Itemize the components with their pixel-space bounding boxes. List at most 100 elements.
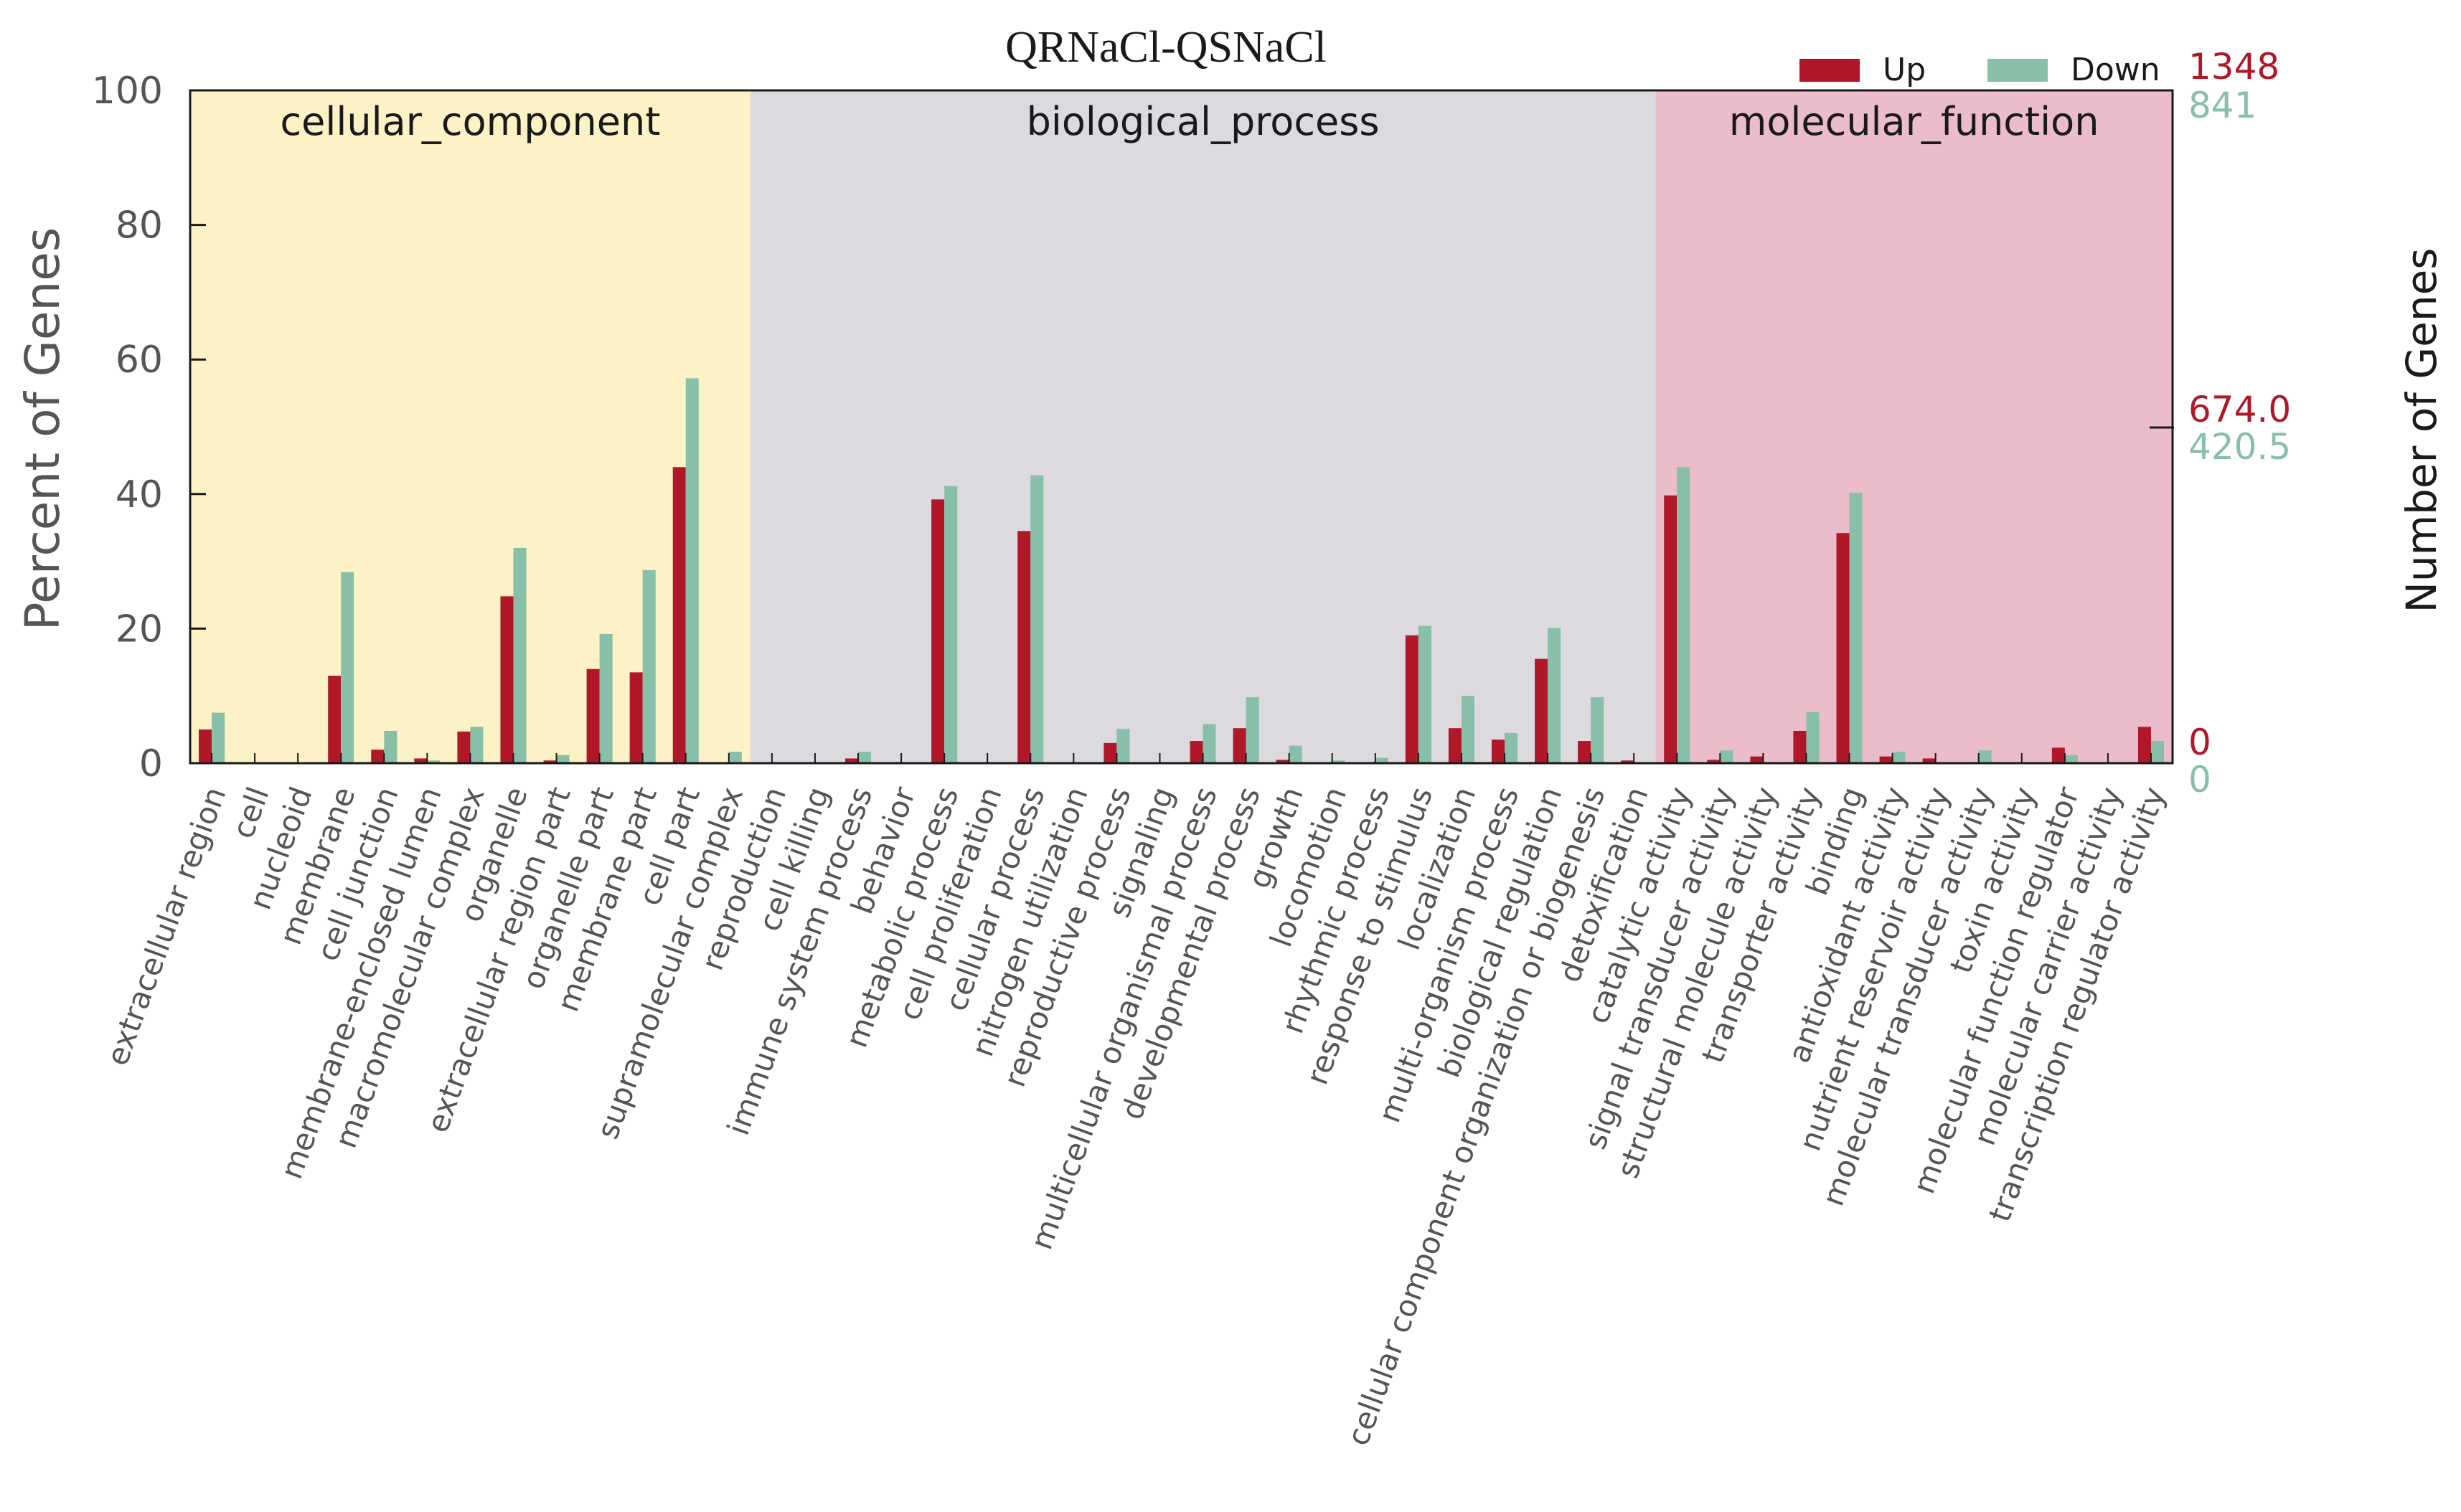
y-tick-label: 60 xyxy=(116,339,163,382)
group-bg-molecular-function xyxy=(1655,90,2173,763)
right-axis-down-mid: 420.5 xyxy=(2188,426,2291,468)
bar-up xyxy=(414,758,428,763)
bar-down xyxy=(1203,724,1216,763)
group-label-molecular-function: molecular_function xyxy=(1729,99,2099,144)
bar-up xyxy=(1535,658,1548,763)
bar-down xyxy=(1504,732,1518,763)
bar-down xyxy=(556,755,570,763)
bar-down xyxy=(858,752,872,763)
bar-up xyxy=(586,668,600,763)
bar-up xyxy=(672,467,686,763)
bar-up xyxy=(2137,727,2151,763)
y-tick-label: 100 xyxy=(92,70,163,113)
bar-up xyxy=(1922,758,1936,763)
bar-up xyxy=(1190,741,1203,763)
bar-down xyxy=(1030,475,1044,763)
bar-down xyxy=(1246,697,1259,763)
bar-up xyxy=(328,676,342,763)
bar-down xyxy=(513,547,527,763)
chart-title: QRNaCl-QSNaCl xyxy=(1005,23,1327,72)
bar-down xyxy=(1591,697,1604,763)
bar-down xyxy=(341,572,354,763)
y-tick-label: 0 xyxy=(139,742,163,785)
bar-up xyxy=(1750,756,1764,763)
right-axis-down-max: 841 xyxy=(2188,85,2257,126)
bar-down xyxy=(944,486,958,763)
bar-down xyxy=(1720,750,1733,763)
legend-up-swatch xyxy=(1799,59,1860,82)
y-axis-left: 0 20 40 60 80 100 xyxy=(92,70,206,785)
legend-down-label: Down xyxy=(2071,52,2160,88)
group-label-cellular-component: cellular_component xyxy=(280,99,660,144)
y-tick-label: 80 xyxy=(116,204,163,247)
group-label-biological-process: biological_process xyxy=(1027,99,1380,144)
group-backgrounds xyxy=(190,90,2173,763)
bar-up xyxy=(1578,741,1591,763)
bar-up xyxy=(199,729,212,763)
right-axis-label: Number of Genes xyxy=(2397,247,2446,613)
legend-down-swatch xyxy=(1987,59,2048,82)
bar-up xyxy=(371,750,385,763)
bars xyxy=(199,378,2164,763)
bar-up xyxy=(543,760,557,763)
bar-up xyxy=(500,596,514,763)
bar-up xyxy=(1664,495,1677,763)
bar-up xyxy=(1448,728,1462,763)
legend: Up Down xyxy=(1799,52,2160,88)
bar-down xyxy=(728,752,742,763)
x-axis: extracellular regioncellnucleoidmembrane… xyxy=(99,753,2172,1450)
bar-up xyxy=(457,731,471,763)
bar-up xyxy=(844,758,859,763)
bar-down xyxy=(1332,760,1345,763)
bar-down xyxy=(1116,729,1130,763)
bar-down xyxy=(2064,755,2078,763)
bar-down xyxy=(1548,628,1561,763)
legend-up-label: Up xyxy=(1883,52,1926,88)
bar-down xyxy=(1461,696,1474,763)
x-tick-label: extracellular region xyxy=(99,783,232,1070)
bar-down xyxy=(384,730,397,763)
group-bg-cellular-component xyxy=(190,90,750,763)
right-axis-up-max: 1348 xyxy=(2188,46,2279,88)
bar-down xyxy=(1978,750,1992,763)
bar-up xyxy=(1276,760,1289,763)
bar-up xyxy=(1621,760,1634,763)
group-bg-biological-process xyxy=(750,90,1656,763)
bar-up xyxy=(629,672,643,763)
bar-down xyxy=(427,760,441,763)
bar-up xyxy=(1233,728,1246,763)
bar-up xyxy=(1793,730,1807,763)
right-axis-up-mid: 674.0 xyxy=(2188,389,2291,430)
bar-up xyxy=(931,499,945,763)
bar-down xyxy=(470,727,484,763)
right-axis-up-zero: 0 xyxy=(2188,722,2211,763)
bar-down xyxy=(1892,752,1906,763)
bar-down xyxy=(642,570,656,763)
bar-down xyxy=(1806,712,1820,763)
bar-down xyxy=(685,378,699,763)
bar-up xyxy=(1104,742,1117,763)
bar-up xyxy=(2051,747,2065,763)
bar-up xyxy=(1491,740,1505,763)
group-labels: cellular_component biological_process mole… xyxy=(280,99,2099,144)
bar-up xyxy=(1707,760,1721,763)
bar-down xyxy=(1289,745,1302,763)
bar-up xyxy=(1836,533,1850,763)
bar-up xyxy=(1017,531,1031,763)
y-tick-label: 20 xyxy=(116,608,163,651)
y-tick-label: 40 xyxy=(116,473,163,516)
bar-down xyxy=(1375,757,1388,763)
bar-down xyxy=(1677,467,1690,763)
bar-down xyxy=(599,633,613,763)
bar-down xyxy=(1418,625,1431,763)
bar-up xyxy=(1405,635,1418,763)
y-axis-right: 1348 841 674.0 420.5 0 0 Number of Genes xyxy=(2150,46,2446,800)
bar-down xyxy=(212,712,225,763)
bar-down xyxy=(1849,492,1863,763)
bar-up xyxy=(1879,756,1893,763)
bar-down xyxy=(2150,741,2164,763)
y-axis-label: Percent of Genes xyxy=(15,227,70,630)
right-axis-down-zero: 0 xyxy=(2188,759,2211,800)
